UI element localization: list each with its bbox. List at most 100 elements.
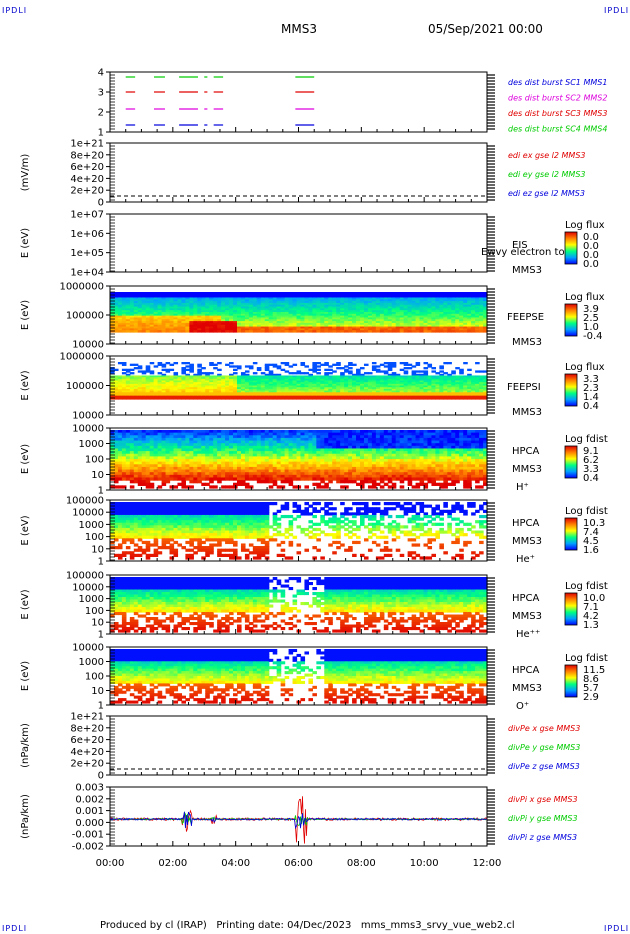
panel-feeps_i-cell bbox=[129, 382, 135, 385]
panel-feeps_e-cell bbox=[320, 317, 325, 320]
panel-feeps_e-cell bbox=[439, 313, 444, 317]
panel-feeps_e-cell bbox=[181, 312, 186, 315]
panel-feeps_i-cell bbox=[443, 375, 448, 378]
panel-feeps_i-cell bbox=[367, 392, 373, 395]
panel-feeps_i-cell bbox=[244, 370, 250, 373]
panel-hpca_h-cell bbox=[252, 451, 258, 455]
panel-feeps_e-cell bbox=[205, 293, 210, 297]
panel-feeps_e-cell bbox=[225, 310, 230, 313]
panel-feeps_e-cell bbox=[375, 301, 381, 304]
panel-hpca_h-cell bbox=[121, 437, 127, 442]
panel-feeps_i-cell bbox=[121, 385, 127, 388]
panel-feeps_e-cell bbox=[197, 310, 202, 313]
panel-feeps_i-cell bbox=[125, 370, 131, 373]
panel-feeps_e-cell bbox=[217, 301, 222, 304]
panel-hpca_h-cell bbox=[260, 440, 266, 444]
panel-feeps_i-cell bbox=[447, 385, 452, 388]
panel-hpca_h-cell bbox=[244, 464, 250, 468]
panel-feeps_i-cell bbox=[451, 372, 456, 375]
panel-feeps_e-cell bbox=[141, 313, 147, 317]
panel-feeps_e-cell bbox=[209, 308, 214, 311]
panel-feeps_i-cell bbox=[316, 362, 321, 365]
panel-feeps_i-cell bbox=[268, 388, 274, 392]
panel-feeps_e-cell bbox=[352, 292, 357, 295]
panel-feeps_i-cell bbox=[324, 385, 329, 388]
panel-feeps_e-cell bbox=[193, 328, 198, 331]
panel-feeps_e-cell bbox=[300, 324, 306, 328]
panel-hpca_h-cell bbox=[233, 469, 238, 473]
panel-feeps_i-cell bbox=[288, 382, 294, 385]
panel-feeps_i-cell bbox=[117, 385, 123, 388]
panel-feeps_i-cell bbox=[455, 382, 460, 385]
panel-hpca_h-cell bbox=[117, 485, 123, 489]
panel-feeps_e-cell bbox=[165, 313, 171, 317]
panel-feeps_i-cell bbox=[344, 385, 349, 388]
panel-feeps_e-cell bbox=[145, 326, 151, 329]
panel-feeps_e-cell bbox=[145, 304, 151, 308]
panel-hpca_h-cell bbox=[229, 432, 234, 436]
panel-feeps_e-cell bbox=[419, 322, 425, 326]
panel-hpca_h-cell bbox=[110, 474, 115, 479]
panel-feeps_i-cell bbox=[117, 380, 123, 383]
panel-feeps_i-cell bbox=[177, 395, 183, 398]
panel-feeps_i-cell bbox=[475, 380, 480, 383]
panel-feeps_e-cell bbox=[479, 292, 484, 295]
panel-feeps_i-cell bbox=[264, 367, 270, 370]
panel-feeps_i-cell bbox=[316, 380, 321, 383]
panel-feeps_e-cell bbox=[340, 302, 345, 306]
panel-feeps_i-cell bbox=[304, 375, 310, 378]
panel-feeps_e-cell bbox=[447, 315, 452, 319]
panel-feeps_e-cell bbox=[244, 326, 250, 329]
panel-feeps_i-cell bbox=[451, 370, 456, 373]
panel-feeps_i-cell bbox=[284, 370, 290, 373]
panel-feeps_e-cell bbox=[363, 313, 369, 317]
panel-feeps_i-cell bbox=[244, 392, 250, 395]
panel-feeps_i-cell bbox=[268, 372, 274, 375]
panel-feeps_e-cell bbox=[383, 330, 389, 333]
panel-feeps_e-cell bbox=[288, 319, 294, 322]
panel-hpca_h-cell bbox=[137, 474, 143, 479]
panel-feeps_i-cell bbox=[217, 368, 222, 372]
panel-feeps_i-cell bbox=[217, 397, 222, 400]
panel-feeps_i-cell bbox=[375, 368, 381, 372]
panel-feeps_e-cell bbox=[236, 312, 242, 315]
panel-feeps_e-cell bbox=[344, 313, 349, 317]
panel-feeps_i-cell bbox=[129, 377, 135, 380]
panel-feeps_e-cell bbox=[125, 317, 131, 320]
panel-feeps_i-cell bbox=[185, 390, 190, 393]
panel-feeps_e-cell bbox=[165, 308, 171, 311]
panel-hpca_h-cell bbox=[260, 448, 266, 452]
panel-feeps_e-cell bbox=[391, 313, 397, 317]
panel-feeps_e-cell bbox=[272, 297, 278, 300]
panel-feeps_i-cell bbox=[157, 372, 163, 375]
panel-feeps_e-cell bbox=[316, 312, 321, 315]
panel-feeps_i-cell bbox=[129, 372, 135, 375]
panel-hpca_h-cell bbox=[173, 437, 179, 442]
panel-feeps_i-cell bbox=[225, 385, 230, 388]
panel-hpca_h-cell bbox=[181, 435, 186, 439]
panel-feeps_i-cell bbox=[375, 395, 381, 398]
panel-feeps_i-cell bbox=[324, 380, 329, 383]
panel-hpca_h-cell bbox=[193, 480, 198, 484]
panel-hpca_h-cell bbox=[244, 437, 250, 442]
panel-feeps_e-cell bbox=[157, 295, 163, 299]
panel-feeps_e-cell bbox=[280, 292, 286, 295]
panel-feeps_e-cell bbox=[415, 293, 421, 297]
panel-feeps_e-cell bbox=[244, 297, 250, 300]
panel-feeps_i-cell bbox=[387, 395, 393, 398]
panel-feeps_i-cell bbox=[213, 382, 218, 385]
panel-feeps_i-cell bbox=[352, 397, 357, 400]
panel-feeps_i-cell bbox=[308, 390, 313, 393]
panel-feeps_e-cell bbox=[185, 324, 190, 328]
panel-feeps_e-cell bbox=[403, 321, 409, 324]
panel-feeps_i-cell bbox=[189, 388, 194, 392]
panel-feeps_i-cell bbox=[189, 390, 194, 393]
panel-feeps_i-cell bbox=[260, 372, 266, 375]
panel-feeps_e-cell bbox=[197, 319, 202, 322]
panel-hpca_h-cell bbox=[181, 459, 186, 463]
panel-hpca_h-cell bbox=[197, 437, 202, 442]
panel-hpca_h-cell bbox=[177, 482, 183, 486]
panel-feeps_i-cell bbox=[217, 380, 222, 383]
panel-feeps_i-cell bbox=[300, 378, 306, 382]
panel-feeps_i-cell bbox=[145, 380, 151, 383]
